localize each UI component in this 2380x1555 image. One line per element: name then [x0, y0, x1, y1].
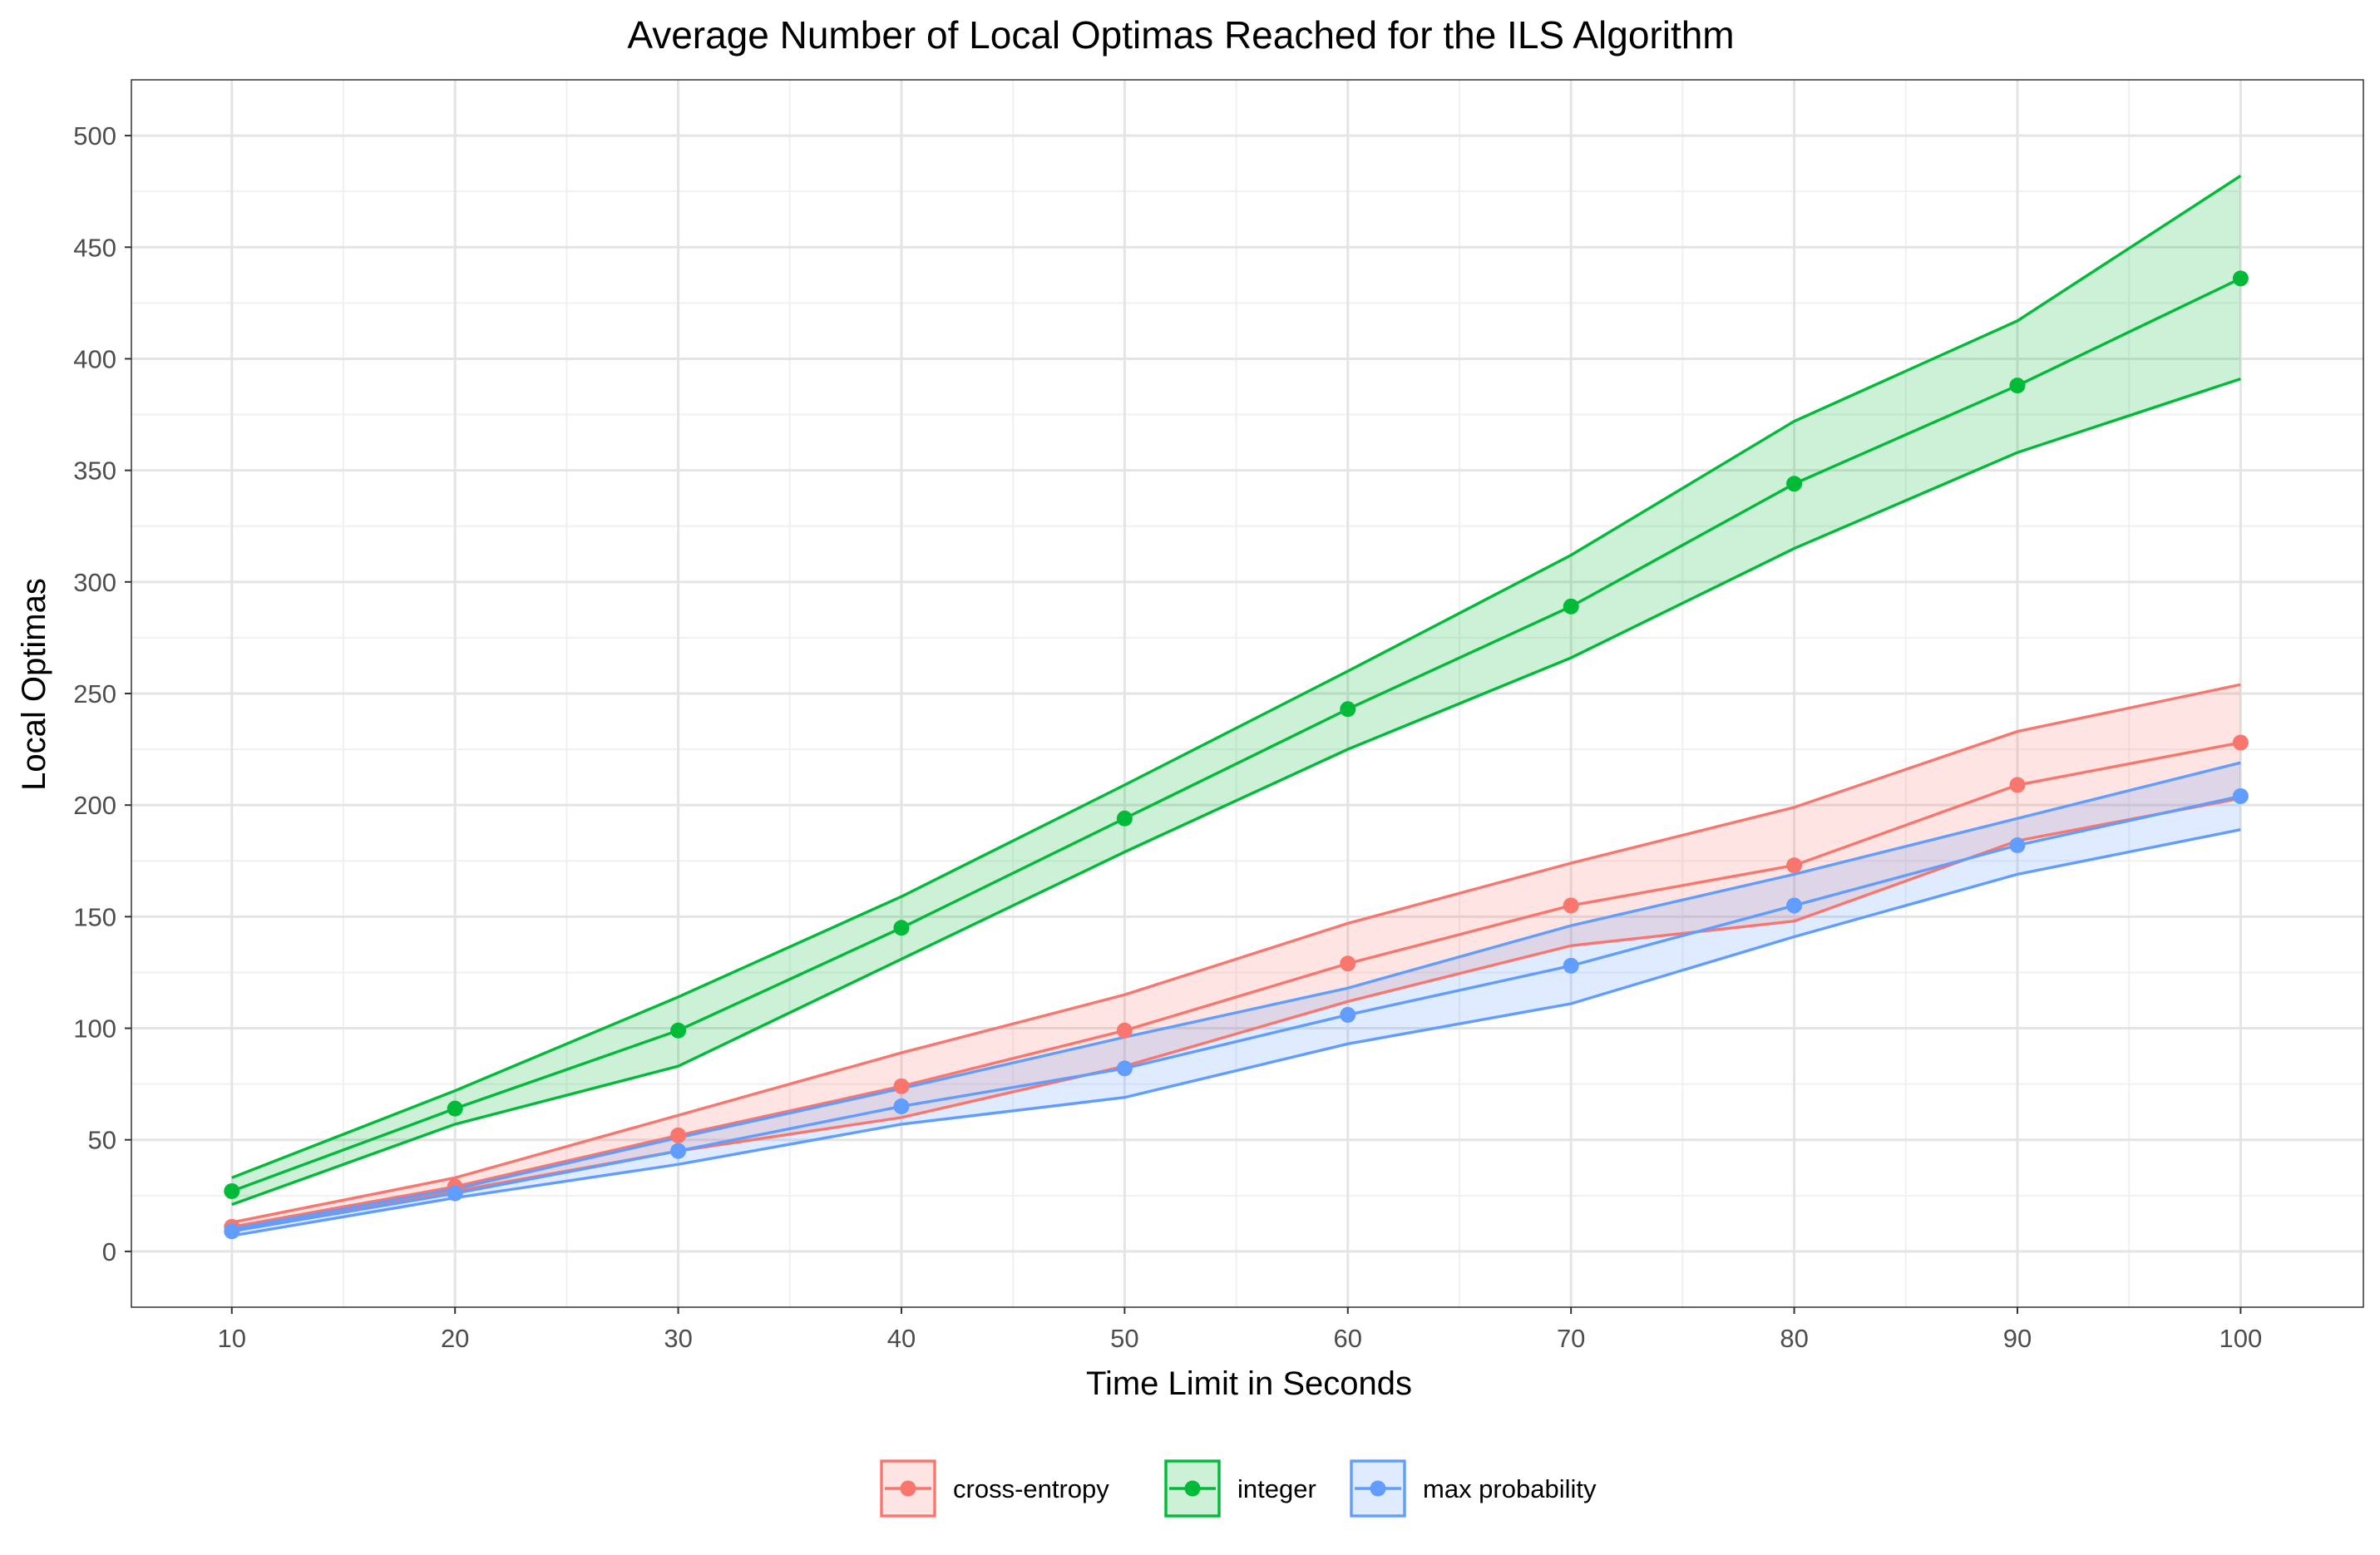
x-tick-label: 100	[2220, 1324, 2263, 1353]
legend-item-max-probability: max probability	[1350, 1459, 1597, 1518]
upper-bound-line-cross-entropy	[231, 683, 2241, 1224]
x-tick-label: 60	[1334, 1324, 1362, 1353]
data-point-integer	[2232, 270, 2249, 287]
data-point-integer	[447, 1100, 463, 1117]
x-tick-label: 70	[1557, 1324, 1585, 1353]
mean-line-integer	[231, 277, 2242, 1193]
x-tick-label: 40	[887, 1324, 916, 1353]
data-point-max-probability	[1116, 1060, 1133, 1077]
data-point-max-probability	[1340, 1006, 1356, 1023]
data-point-integer	[224, 1182, 240, 1199]
data-point-integer	[1340, 701, 1356, 718]
data-point-max-probability	[670, 1143, 687, 1159]
data-point-cross-entropy	[670, 1127, 687, 1143]
x-axis-label: Time Limit in Seconds	[1086, 1365, 1412, 1402]
data-point-max-probability	[2232, 787, 2249, 804]
x-tick-label: 30	[664, 1324, 692, 1353]
y-tick-label: 200	[73, 791, 116, 820]
data-point-cross-entropy	[1116, 1022, 1133, 1039]
y-tick-label: 0	[102, 1237, 116, 1266]
data-point-integer	[1116, 810, 1133, 827]
legend-point-cross-entropy	[900, 1480, 916, 1497]
confidence-bands	[231, 175, 2241, 1237]
legend-label-integer: integer	[1237, 1474, 1316, 1503]
mean-line-cross-entropy	[231, 741, 2241, 1229]
y-tick-label: 350	[73, 457, 116, 486]
x-tick-label: 90	[2003, 1324, 2032, 1353]
series-lines	[231, 174, 2242, 1237]
y-axis-label: Local Optimas	[16, 578, 52, 791]
x-tick-label: 10	[218, 1324, 246, 1353]
upper-bound-line-max-probability	[231, 761, 2241, 1231]
chart-title: Average Number of Local Optimas Reached …	[627, 13, 1734, 57]
mean-line-max-probability	[231, 794, 2241, 1233]
y-tick-label: 100	[73, 1014, 116, 1044]
data-point-max-probability	[447, 1185, 463, 1202]
legend-point-max-probability	[1370, 1480, 1386, 1497]
y-tick-label: 150	[73, 902, 116, 931]
data-point-integer	[2009, 378, 2026, 394]
lower-bound-line-integer	[231, 377, 2241, 1207]
data-point-integer	[1786, 476, 1803, 492]
data-point-integer	[670, 1022, 687, 1039]
data-point-cross-entropy	[1563, 897, 1579, 914]
y-tick-label: 300	[73, 568, 116, 597]
y-axis-ticks: 0 50 100 150 200 250 300 350 400 450 500	[73, 121, 131, 1266]
lower-bound-line-max-probability	[231, 828, 2241, 1237]
band-integer	[231, 175, 2241, 1205]
legend-label-max-probability: max probability	[1423, 1474, 1597, 1503]
data-point-cross-entropy	[2232, 734, 2249, 751]
band-cross-entropy	[231, 684, 2241, 1230]
x-tick-label: 80	[1780, 1324, 1808, 1353]
legend-point-integer	[1184, 1480, 1201, 1497]
data-point-max-probability	[224, 1223, 240, 1240]
data-point-integer	[893, 920, 910, 936]
legend-label-cross-entropy: cross-entropy	[953, 1474, 1109, 1503]
upper-bound-line-integer	[231, 174, 2242, 1179]
data-point-max-probability	[2009, 837, 2026, 853]
y-tick-label: 500	[73, 121, 116, 151]
legend-item-integer: integer	[1164, 1459, 1316, 1518]
data-point-cross-entropy	[893, 1078, 910, 1094]
data-point-cross-entropy	[2009, 777, 2026, 793]
y-tick-label: 50	[88, 1126, 116, 1155]
legend: cross-entropy integer max probability	[880, 1459, 1597, 1518]
x-tick-label: 50	[1110, 1324, 1138, 1353]
series-points	[224, 270, 2249, 1240]
data-point-max-probability	[1786, 897, 1803, 914]
y-tick-label: 400	[73, 344, 116, 373]
legend-item-cross-entropy: cross-entropy	[880, 1459, 1109, 1518]
data-point-cross-entropy	[1340, 955, 1356, 972]
data-point-integer	[1563, 598, 1579, 615]
data-point-cross-entropy	[1786, 857, 1803, 874]
data-point-max-probability	[1563, 957, 1579, 974]
x-tick-label: 20	[441, 1324, 469, 1353]
x-axis-ticks: 10 20 30 40 50 60 70 80 90 100	[218, 1307, 2263, 1353]
data-point-max-probability	[893, 1098, 910, 1114]
y-tick-label: 450	[73, 233, 116, 262]
y-tick-label: 250	[73, 679, 116, 708]
grid-lines	[131, 80, 2363, 1307]
